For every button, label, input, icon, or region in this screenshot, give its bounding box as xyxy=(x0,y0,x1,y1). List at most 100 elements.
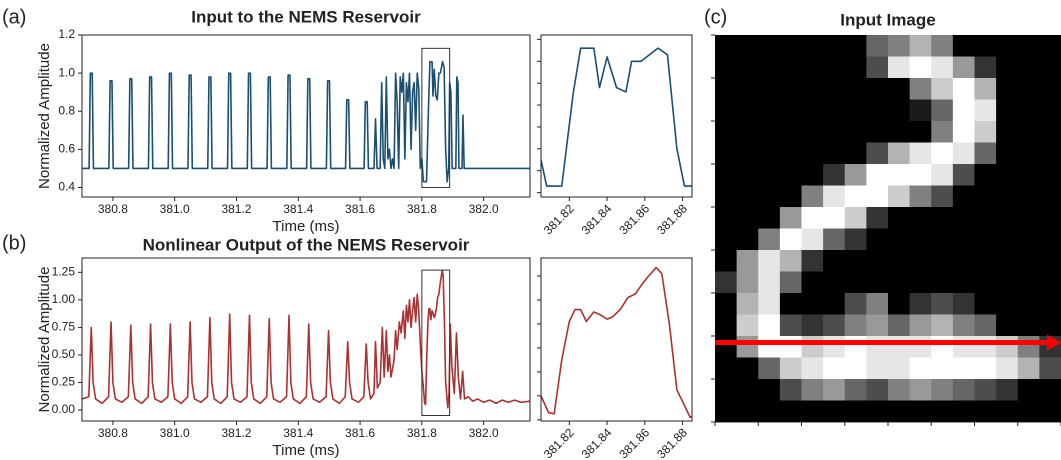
pixel xyxy=(715,207,737,229)
pixel xyxy=(758,250,780,272)
pixel xyxy=(802,272,824,294)
pixel xyxy=(802,315,824,337)
pixel xyxy=(910,336,932,358)
x-tick-label: 381.88 xyxy=(654,201,690,237)
pixel xyxy=(1039,272,1061,294)
pixel xyxy=(996,121,1018,143)
pixel xyxy=(758,293,780,315)
y-tick-label: 0.00 xyxy=(52,402,76,416)
pixel xyxy=(823,293,845,315)
pixel xyxy=(910,272,932,294)
pixel xyxy=(780,272,802,294)
pixel xyxy=(866,250,888,272)
pixel xyxy=(996,229,1018,251)
pixel xyxy=(1018,401,1040,423)
pixel xyxy=(866,379,888,401)
pixel xyxy=(758,336,780,358)
pixel xyxy=(1018,358,1040,380)
pixel xyxy=(715,336,737,358)
pixel xyxy=(758,207,780,229)
pixel xyxy=(953,35,975,57)
pixel xyxy=(910,250,932,272)
pixel xyxy=(845,35,867,57)
pixel xyxy=(1039,358,1061,380)
pixel xyxy=(780,358,802,380)
pixel xyxy=(953,379,975,401)
pixel xyxy=(737,336,759,358)
pixel xyxy=(845,100,867,122)
pixel xyxy=(780,143,802,165)
figure: Input to the NEMS Reservoir(a)380.8381.0… xyxy=(0,0,1061,460)
pixel xyxy=(953,186,975,208)
pixel xyxy=(975,78,997,100)
pixel xyxy=(737,186,759,208)
pixel xyxy=(737,379,759,401)
pixel xyxy=(1018,336,1040,358)
pixel xyxy=(931,207,953,229)
pixel xyxy=(1018,121,1040,143)
chart-title: Input Image xyxy=(840,10,935,29)
pixel xyxy=(975,100,997,122)
pixel xyxy=(845,293,867,315)
pixel xyxy=(910,57,932,79)
pixel xyxy=(737,272,759,294)
pixel xyxy=(888,358,910,380)
x-tick-label: 382.0 xyxy=(469,426,499,440)
pixel xyxy=(823,207,845,229)
pixel xyxy=(845,336,867,358)
pixel xyxy=(996,315,1018,337)
pixel xyxy=(737,401,759,423)
pixel xyxy=(737,121,759,143)
pixel xyxy=(845,379,867,401)
pixel xyxy=(758,121,780,143)
pixel xyxy=(953,57,975,79)
pixel xyxy=(715,250,737,272)
line-series xyxy=(82,62,530,182)
pixel xyxy=(866,293,888,315)
pixel xyxy=(715,401,737,423)
pixel xyxy=(1018,207,1040,229)
pixel xyxy=(1039,315,1061,337)
pixel xyxy=(1039,121,1061,143)
pixel xyxy=(975,164,997,186)
pixel xyxy=(715,78,737,100)
pixel xyxy=(931,186,953,208)
pixel xyxy=(953,143,975,165)
pixel xyxy=(845,229,867,251)
pixel xyxy=(823,358,845,380)
pixel xyxy=(758,143,780,165)
pixel xyxy=(866,358,888,380)
pixel xyxy=(910,229,932,251)
pixel xyxy=(823,164,845,186)
pixel xyxy=(1039,164,1061,186)
pixel xyxy=(888,143,910,165)
pixel xyxy=(953,401,975,423)
pixel xyxy=(780,250,802,272)
pixel xyxy=(931,358,953,380)
pixel xyxy=(975,336,997,358)
pixel xyxy=(996,401,1018,423)
pixel xyxy=(737,35,759,57)
pixel xyxy=(802,164,824,186)
pixel xyxy=(715,229,737,251)
pixel xyxy=(1018,164,1040,186)
pixel xyxy=(823,229,845,251)
pixel xyxy=(823,57,845,79)
x-tick-label: 380.8 xyxy=(98,202,128,216)
x-tick-label: 381.8 xyxy=(407,202,437,216)
pixel xyxy=(975,379,997,401)
pixel xyxy=(996,293,1018,315)
pixel xyxy=(845,401,867,423)
x-tick-label: 381.4 xyxy=(283,426,313,440)
pixel xyxy=(910,207,932,229)
pixel xyxy=(802,100,824,122)
pixel xyxy=(888,57,910,79)
pixel xyxy=(845,315,867,337)
pixel xyxy=(758,35,780,57)
pixel xyxy=(1018,78,1040,100)
pixel xyxy=(1018,186,1040,208)
x-tick-label: 381.84 xyxy=(579,425,615,460)
pixel xyxy=(953,207,975,229)
pixel xyxy=(802,401,824,423)
pixel xyxy=(888,186,910,208)
